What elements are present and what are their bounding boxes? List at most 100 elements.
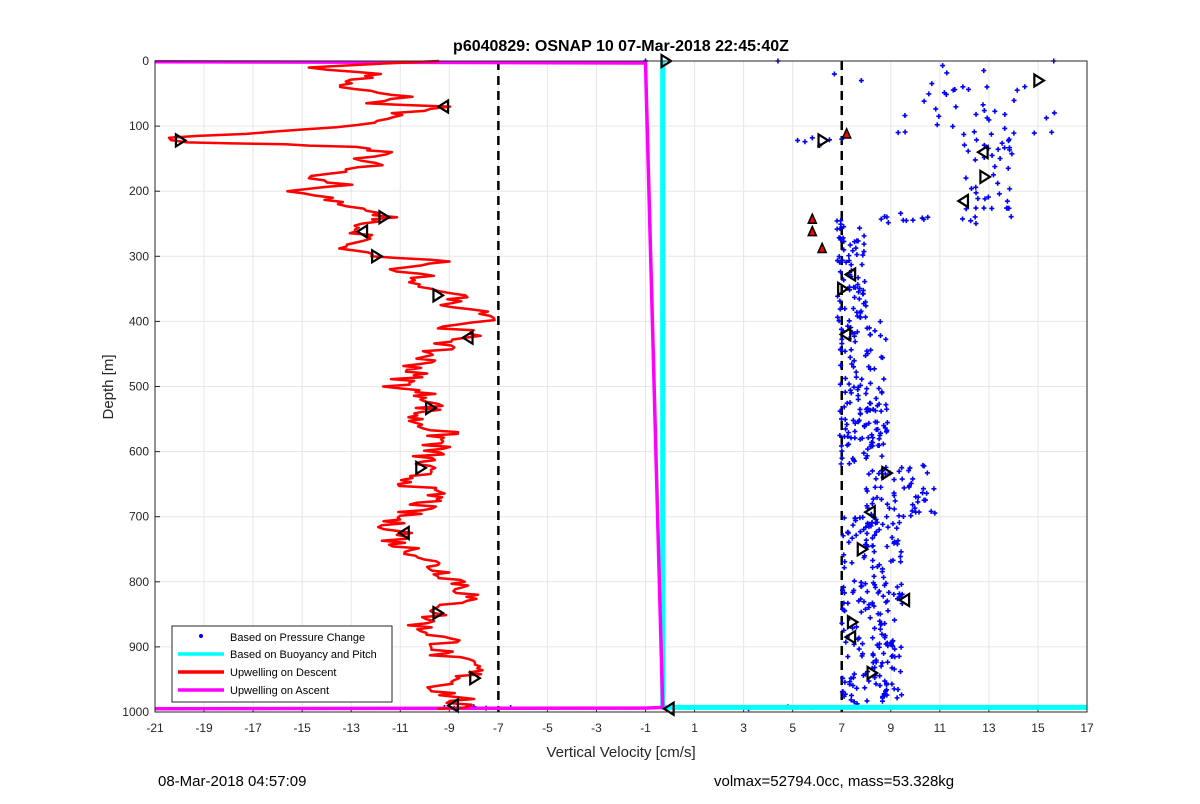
pressure-point	[858, 579, 864, 585]
pressure-point	[809, 135, 815, 141]
pressure-point	[842, 608, 848, 614]
direction-marker	[355, 223, 369, 240]
pressure-point	[854, 313, 860, 319]
pressure-point	[878, 333, 884, 339]
pressure-point	[961, 142, 967, 148]
pressure-point	[891, 686, 897, 692]
pressure-point	[853, 369, 859, 375]
pressure-point	[858, 78, 864, 84]
pressure-point	[932, 510, 938, 516]
pressure-point	[842, 348, 848, 354]
pressure-point	[858, 308, 864, 314]
pressure-point	[865, 446, 871, 452]
y-tick-label: 100	[129, 119, 149, 133]
pressure-point	[859, 435, 865, 441]
direction-marker	[1033, 72, 1047, 89]
pressure-point	[890, 521, 896, 527]
pressure-point	[850, 417, 856, 423]
pressure-point	[873, 395, 879, 401]
pressure-point	[864, 325, 870, 331]
y-tick-label: 700	[129, 510, 149, 524]
pressure-point	[877, 683, 883, 689]
pressure-point	[880, 521, 886, 527]
pressure-point	[896, 653, 902, 659]
pressure-point	[963, 175, 969, 181]
pressure-point	[860, 514, 866, 520]
pressure-point	[848, 697, 854, 703]
x-axis-label: Vertical Velocity [cm/s]	[546, 744, 695, 761]
pressure-point	[850, 522, 856, 528]
pressure-point	[850, 248, 856, 254]
pressure-point	[889, 681, 895, 687]
direction-marker	[843, 629, 857, 646]
pressure-point	[861, 249, 867, 255]
pressure-point	[1022, 84, 1028, 90]
pressure-point	[974, 137, 980, 143]
pressure-point	[872, 328, 878, 334]
pressure-point	[854, 329, 860, 335]
pressure-point	[899, 476, 905, 482]
pressure-point	[892, 617, 898, 623]
pressure-point	[841, 693, 847, 699]
pressure-point	[862, 606, 868, 612]
pressure-point	[875, 426, 881, 432]
pressure-point	[891, 492, 897, 498]
pressure-point	[984, 84, 990, 90]
pressure-point	[874, 419, 880, 425]
pressure-point	[877, 626, 883, 632]
pressure-point	[871, 549, 877, 555]
pressure-point	[846, 539, 852, 545]
pressure-point	[864, 542, 870, 548]
pressure-point	[992, 108, 998, 114]
pressure-point	[862, 685, 868, 691]
direction-marker	[460, 329, 474, 346]
x-tick-label: -3	[591, 721, 602, 735]
y-tick-label: 500	[129, 380, 149, 394]
pressure-point	[1043, 115, 1049, 121]
y-tick-labels: 0 100 200 300 400 500 600 700 800 900 1000	[122, 54, 149, 719]
pressure-point	[842, 679, 848, 685]
pressure-point	[846, 253, 852, 259]
direction-marker	[469, 670, 482, 687]
pressure-point	[876, 641, 882, 647]
pressure-point	[856, 646, 862, 652]
pressure-point	[884, 420, 890, 426]
pressure-point	[856, 598, 862, 604]
pressure-point	[892, 646, 898, 652]
pressure-point	[878, 622, 884, 628]
pressure-point	[973, 190, 979, 196]
pressure-point	[863, 524, 869, 530]
pressure-point	[857, 382, 863, 388]
pressure-point	[878, 496, 884, 502]
pressure-point	[894, 695, 900, 701]
pressure-point	[992, 164, 998, 170]
pressure-point	[988, 131, 994, 137]
pressure-point	[894, 525, 900, 531]
pressure-point	[862, 279, 868, 285]
pressure-point	[845, 530, 851, 536]
pressure-point	[845, 600, 851, 606]
pressure-point	[899, 692, 905, 698]
pressure-point	[848, 675, 854, 681]
direction-marker	[866, 664, 880, 681]
pressure-point	[882, 621, 888, 627]
pressure-point	[892, 498, 898, 504]
pressure-point	[852, 339, 858, 345]
pressure-point	[841, 404, 847, 410]
pressure-point	[915, 499, 921, 505]
pressure-point	[896, 591, 902, 597]
x-tick-label: 9	[887, 721, 894, 735]
pressure-point	[839, 257, 845, 263]
pressure-point	[847, 387, 853, 393]
pressure-point	[876, 527, 882, 533]
pressure-point	[920, 462, 926, 468]
pressure-point	[883, 599, 889, 605]
pressure-point	[1004, 205, 1010, 211]
pressure-point	[867, 615, 873, 621]
pressure-point	[881, 650, 887, 656]
pressure-point	[883, 336, 889, 342]
pressure-point	[873, 681, 879, 687]
pressure-point	[1008, 214, 1014, 220]
pressure-point	[848, 347, 854, 353]
pressure-point	[940, 63, 946, 69]
